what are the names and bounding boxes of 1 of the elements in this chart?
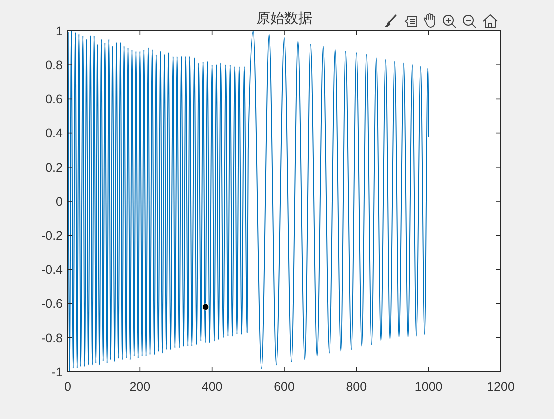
title: 原始数据 [256,10,312,26]
